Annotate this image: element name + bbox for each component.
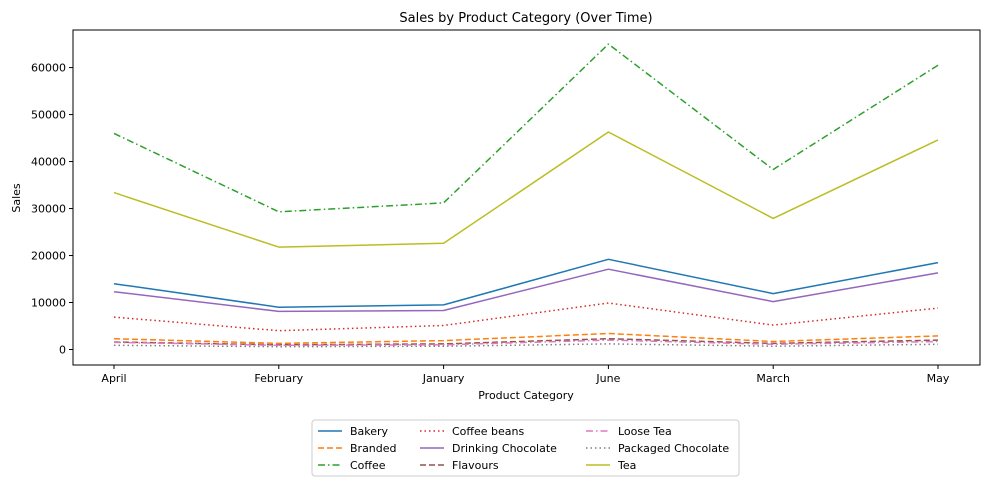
legend-item: Flavours — [420, 459, 499, 472]
legend-item: Tea — [586, 459, 636, 472]
legend-label: Bakery — [350, 425, 389, 438]
series-line-drinking-chocolate — [113, 268, 939, 313]
y-tick-label: 30000 — [31, 203, 66, 216]
x-tick-label: March — [756, 372, 790, 385]
x-axis: April February January June March May — [101, 365, 950, 385]
legend-label: Tea — [617, 459, 636, 472]
x-tick-label: May — [927, 372, 950, 385]
y-tick-label: 60000 — [31, 62, 66, 75]
x-tick-label: June — [595, 372, 620, 385]
y-tick-label: 50000 — [31, 109, 66, 122]
plot-frame — [72, 29, 981, 366]
legend-frame — [311, 419, 740, 477]
legend-label: Loose Tea — [618, 425, 672, 438]
y-axis-title: Sales — [10, 183, 23, 213]
legend-label: Packaged Chocolate — [618, 442, 729, 455]
series-line-coffee — [113, 43, 939, 213]
legend-label: Flavours — [452, 459, 499, 472]
legend-label: Drinking Chocolate — [452, 442, 557, 455]
series-line-loose-tea — [113, 339, 939, 347]
legend-item: Coffee beans — [420, 425, 524, 438]
y-axis: 0 10000 20000 30000 40000 50000 60000 — [31, 62, 73, 356]
x-axis-title: Product Category — [478, 389, 574, 402]
legend-item: Loose Tea — [586, 425, 672, 438]
legend-label: Coffee beans — [452, 425, 524, 438]
legend-item: Drinking Chocolate — [420, 442, 557, 455]
series-line-bakery — [113, 258, 939, 308]
legend-label: Coffee — [350, 459, 386, 472]
x-tick-label: February — [254, 372, 303, 385]
legend-item: Branded — [318, 442, 397, 455]
x-tick-label: January — [422, 372, 465, 385]
y-tick-label: 40000 — [31, 156, 66, 169]
y-tick-label: 20000 — [31, 250, 66, 263]
legend-item: Bakery — [318, 425, 389, 438]
legend-item: Packaged Chocolate — [586, 442, 729, 455]
legend-label: Branded — [350, 442, 397, 455]
series-lines — [113, 43, 939, 348]
series-line-branded — [113, 332, 939, 345]
y-tick-label: 0 — [59, 343, 66, 356]
legend-item: Coffee — [318, 459, 386, 472]
x-tick-label: April — [101, 372, 126, 385]
chart-title: Sales by Product Category (Over Time) — [399, 11, 652, 26]
legend: Bakery Branded Coffee Coffee beans Drinking … — [311, 419, 740, 477]
y-tick-label: 10000 — [31, 297, 66, 310]
series-line-tea — [113, 131, 939, 248]
